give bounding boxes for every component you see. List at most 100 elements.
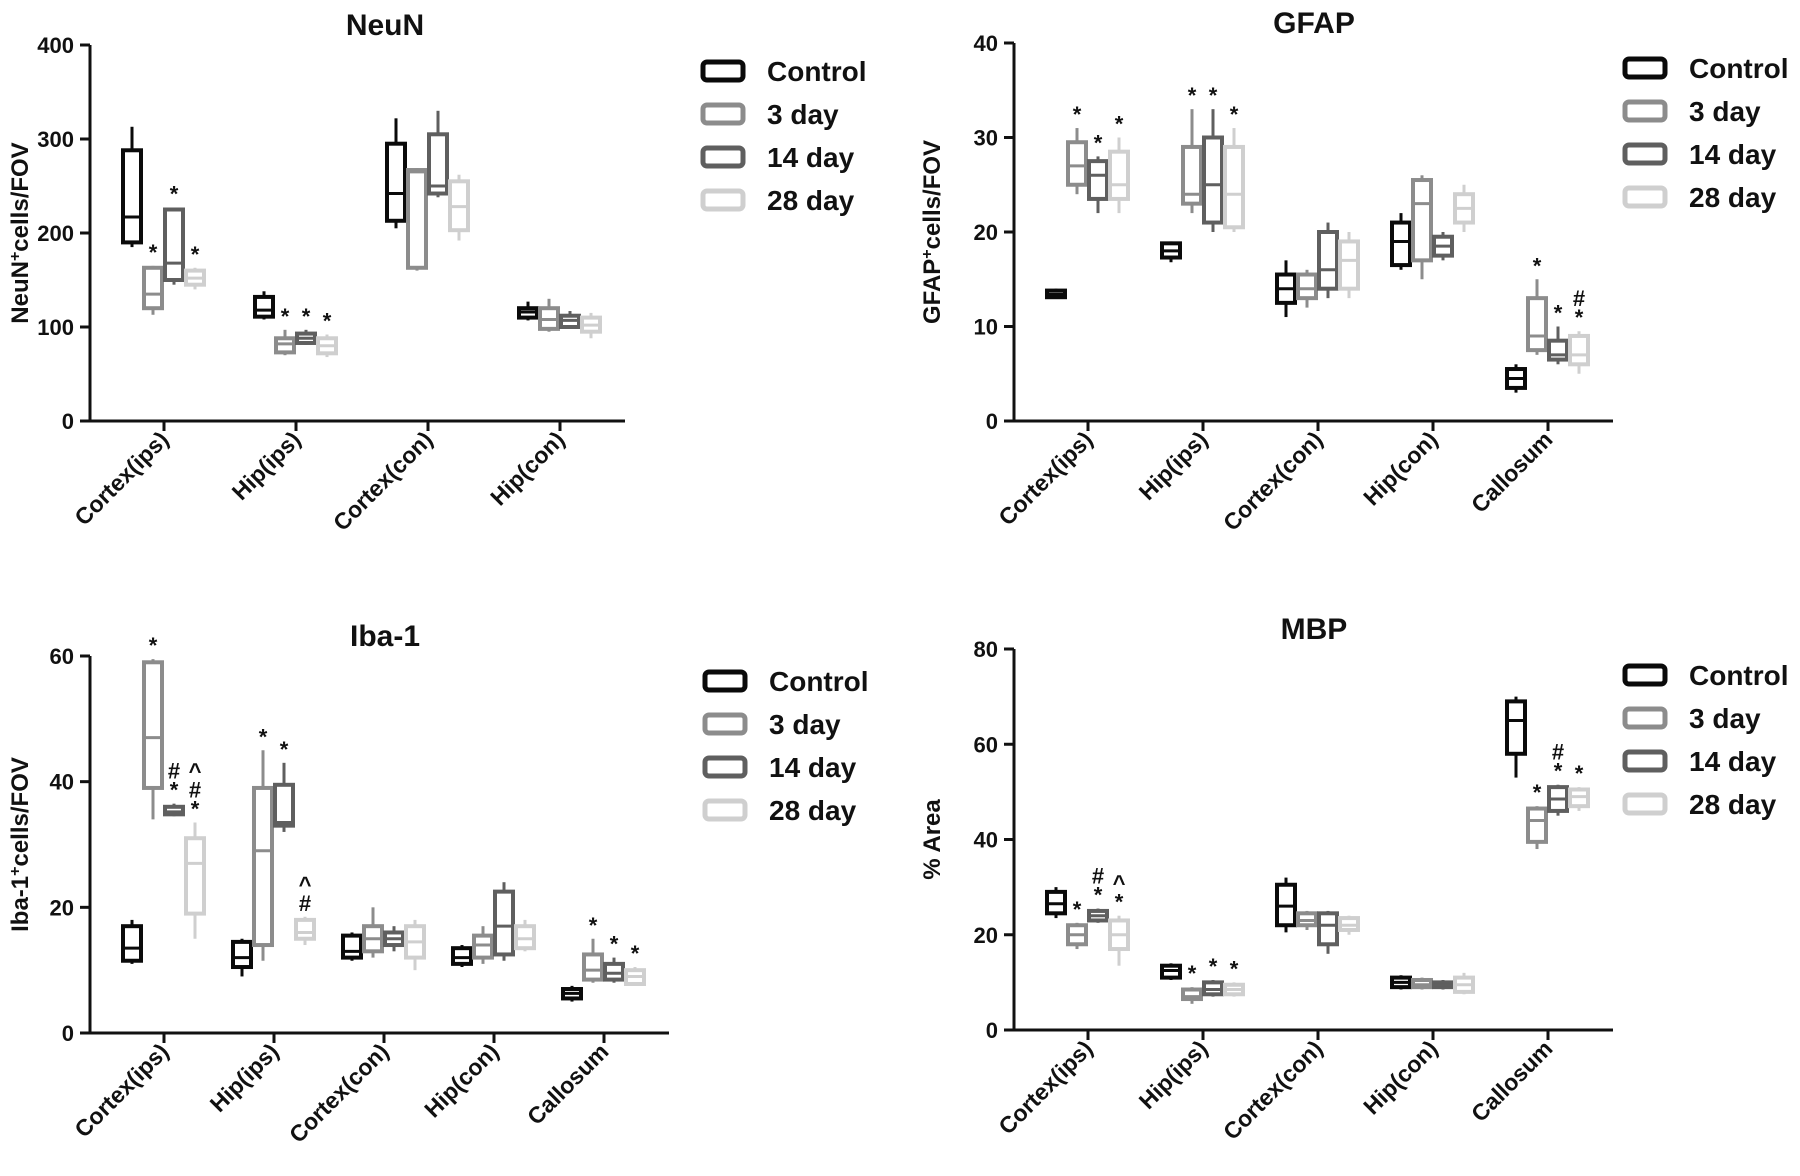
- legend-entry-3-day: 3 day: [702, 709, 841, 740]
- chart-title: MBP: [1281, 613, 1348, 646]
- box-body: [1087, 159, 1109, 201]
- box-control: [1505, 364, 1527, 393]
- box-control: [385, 118, 407, 229]
- x-tick-label: Cortex(ips): [69, 426, 173, 530]
- box-14-day: *: [273, 737, 295, 832]
- significance-mark: *: [1115, 112, 1124, 137]
- legend-label: 28 day: [1689, 789, 1777, 820]
- box-3-day: [406, 168, 428, 271]
- box-control: [1390, 213, 1412, 270]
- box-control: [253, 291, 275, 320]
- y-tick-label: 20: [50, 895, 74, 920]
- box-28-day: *: [1223, 102, 1245, 232]
- significance-mark: *: [1533, 780, 1542, 805]
- significance-mark: *: [281, 304, 290, 329]
- significance-mark: *: [302, 304, 311, 329]
- significance-mark: *: [149, 633, 158, 658]
- chart-panel-gfap: GFAP 0 10 20 30 40 GFAP+cells/FOV Cortex(ips) Hi…: [919, 7, 1789, 536]
- box-3-day: [1296, 269, 1318, 308]
- box-control: [561, 985, 583, 1002]
- box-28-day: *: [1223, 956, 1245, 997]
- legend-entry-control: Control: [1622, 53, 1789, 84]
- legend-swatch: [1622, 663, 1668, 687]
- x-tick-label: Hip(ips): [227, 426, 306, 505]
- x-tick-label: Hip(con): [1358, 426, 1442, 510]
- significance-mark: *: [1554, 301, 1563, 326]
- legend-entry-control: Control: [700, 56, 867, 87]
- chart-panel-iba-1: Iba-1 0 20 40 60 Iba-1+cells/FOV Cortex(ips) Hi…: [7, 620, 869, 1148]
- significance-mark: *: [323, 309, 332, 334]
- box-28-day: [1453, 184, 1475, 232]
- y-tick-label: 0: [62, 1021, 74, 1046]
- significance-mark: *: [631, 941, 640, 966]
- legend-swatch: [1622, 749, 1668, 773]
- box-28-day: [404, 919, 426, 971]
- box-3-day: [538, 298, 560, 332]
- box-14-day: [1317, 910, 1339, 954]
- box-control: [451, 945, 473, 968]
- x-tick-label: Hip(con): [485, 426, 569, 510]
- box-body: [341, 933, 363, 960]
- box-body: [582, 952, 604, 982]
- x-tick-label: Hip(ips): [1134, 1035, 1213, 1114]
- y-tick-label: 400: [37, 33, 74, 58]
- box-body: [294, 917, 316, 941]
- legend-entry-3-day: 3 day: [700, 99, 839, 130]
- box-14-day: [1317, 222, 1339, 299]
- y-axis-label: Iba-1+cells/FOV: [7, 757, 35, 932]
- significance-mark: *: [191, 797, 200, 822]
- y-tick-label: 20: [974, 923, 998, 948]
- box-14-day: *#: [163, 759, 185, 817]
- box-14-day: [383, 926, 405, 952]
- legend-swatch: [702, 669, 748, 693]
- box-body: [1317, 911, 1339, 947]
- box-body: [142, 660, 164, 790]
- significance-mark: *: [1554, 759, 1563, 784]
- legend-swatch: [1622, 792, 1668, 816]
- box-28-day: *#^: [184, 759, 206, 939]
- box-control: [1160, 963, 1182, 980]
- box-control: [231, 938, 253, 977]
- legend-entry-control: Control: [1622, 660, 1789, 691]
- significance-mark: ^: [189, 759, 202, 784]
- legend-label: Control: [769, 666, 869, 697]
- legend-swatch: [1622, 185, 1668, 209]
- x-tick-label: Cortex(con): [328, 426, 438, 536]
- box-14-day: *#: [1547, 740, 1569, 816]
- significance-mark: *: [1188, 83, 1197, 108]
- y-tick-label: 200: [37, 221, 74, 246]
- y-tick-label: 0: [986, 1018, 998, 1043]
- box-14-day: *: [1087, 130, 1109, 214]
- legend-swatch: [702, 755, 748, 779]
- box-body: [252, 785, 274, 948]
- box-body: [427, 132, 449, 196]
- box-body: [1547, 338, 1569, 362]
- box-body: [1411, 178, 1433, 263]
- significance-mark: #: [168, 759, 180, 784]
- legend-entry-14-day: 14 day: [1622, 139, 1777, 170]
- legend-label: Control: [1689, 660, 1789, 691]
- box-body: [1317, 230, 1339, 291]
- chart-title: GFAP: [1273, 7, 1355, 40]
- box-body: [121, 924, 143, 963]
- chart-title: Iba-1: [350, 620, 420, 653]
- legend-swatch: [700, 145, 746, 169]
- x-tick-label: Hip(ips): [205, 1038, 284, 1117]
- chart-title: NeuN: [346, 9, 424, 42]
- box-3-day: [472, 926, 494, 964]
- significance-mark: *: [1094, 883, 1103, 908]
- significance-mark: #: [189, 778, 201, 803]
- box-28-day: [1338, 232, 1360, 299]
- box-body: [1526, 806, 1548, 844]
- box-3-day: *: [1181, 961, 1203, 1004]
- y-tick-label: 20: [974, 220, 998, 245]
- chart-panel-neun: NeuN 0 100 200 300 400 NeuN+cells/FOV Cortex(ip…: [7, 9, 867, 536]
- box-3-day: *: [1066, 897, 1088, 950]
- legend-label: 14 day: [767, 142, 855, 173]
- significance-mark: #: [1573, 286, 1585, 311]
- box-body: [231, 939, 253, 970]
- box-28-day: [1453, 972, 1475, 995]
- significance-mark: *: [1073, 897, 1082, 922]
